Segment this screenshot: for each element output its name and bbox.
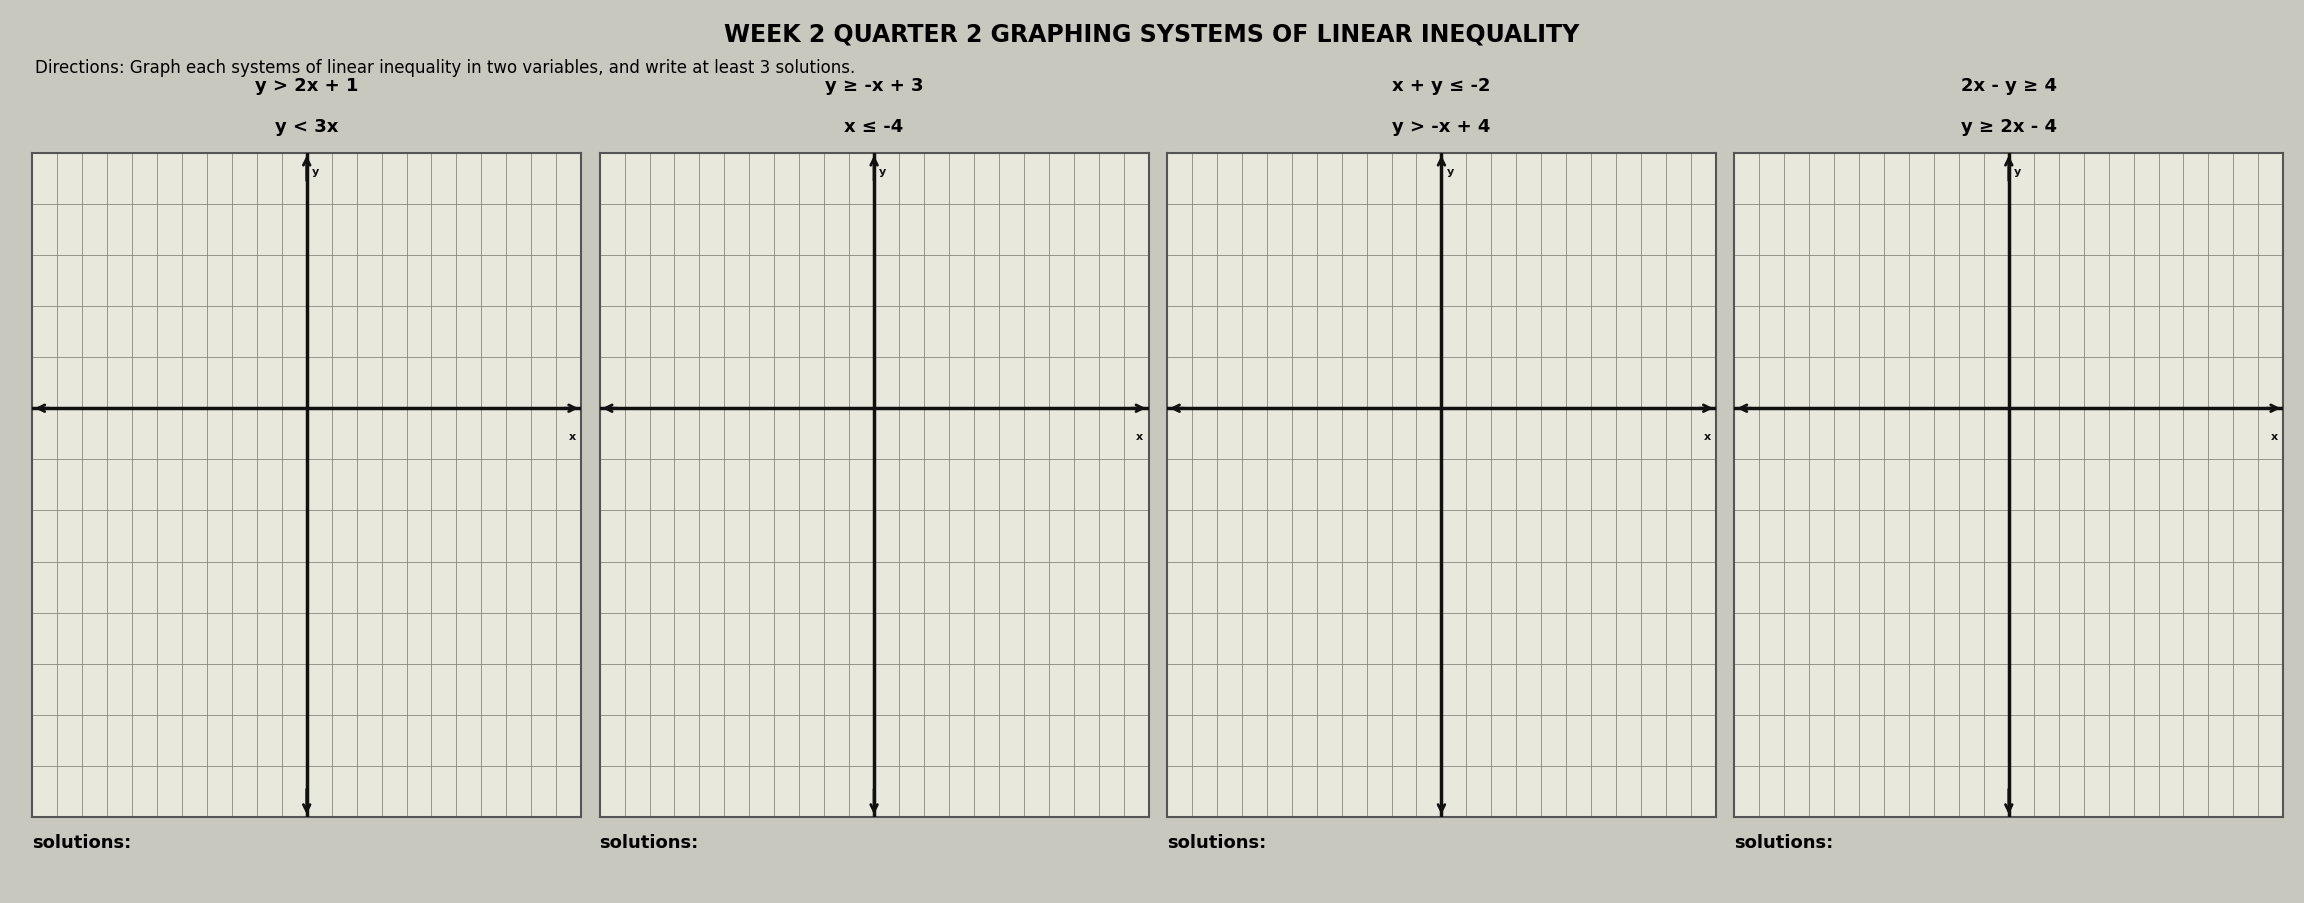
- Text: x ≤ -4: x ≤ -4: [846, 117, 903, 135]
- Text: y: y: [1447, 166, 1454, 176]
- Text: x + y ≤ -2: x + y ≤ -2: [1392, 77, 1491, 95]
- Text: solutions:: solutions:: [599, 833, 698, 852]
- Text: y: y: [2014, 166, 2021, 176]
- Text: x: x: [2272, 432, 2279, 442]
- Text: y: y: [880, 166, 887, 176]
- Text: y: y: [311, 166, 318, 176]
- Text: y > -x + 4: y > -x + 4: [1392, 117, 1491, 135]
- Text: y ≥ -x + 3: y ≥ -x + 3: [825, 77, 924, 95]
- Text: solutions:: solutions:: [1166, 833, 1267, 852]
- Text: y ≥ 2x - 4: y ≥ 2x - 4: [1961, 117, 2057, 135]
- Text: WEEK 2 QUARTER 2 GRAPHING SYSTEMS OF LINEAR INEQUALITY: WEEK 2 QUARTER 2 GRAPHING SYSTEMS OF LIN…: [723, 23, 1581, 47]
- Text: x: x: [1703, 432, 1712, 442]
- Text: solutions:: solutions:: [1735, 833, 1834, 852]
- Text: 2x - y ≥ 4: 2x - y ≥ 4: [1961, 77, 2057, 95]
- Text: x: x: [1136, 432, 1143, 442]
- Text: Directions: Graph each systems of linear inequality in two variables, and write : Directions: Graph each systems of linear…: [35, 59, 855, 77]
- Text: y > 2x + 1: y > 2x + 1: [256, 77, 359, 95]
- Text: x: x: [569, 432, 576, 442]
- Text: y < 3x: y < 3x: [274, 117, 339, 135]
- Text: solutions:: solutions:: [32, 833, 131, 852]
